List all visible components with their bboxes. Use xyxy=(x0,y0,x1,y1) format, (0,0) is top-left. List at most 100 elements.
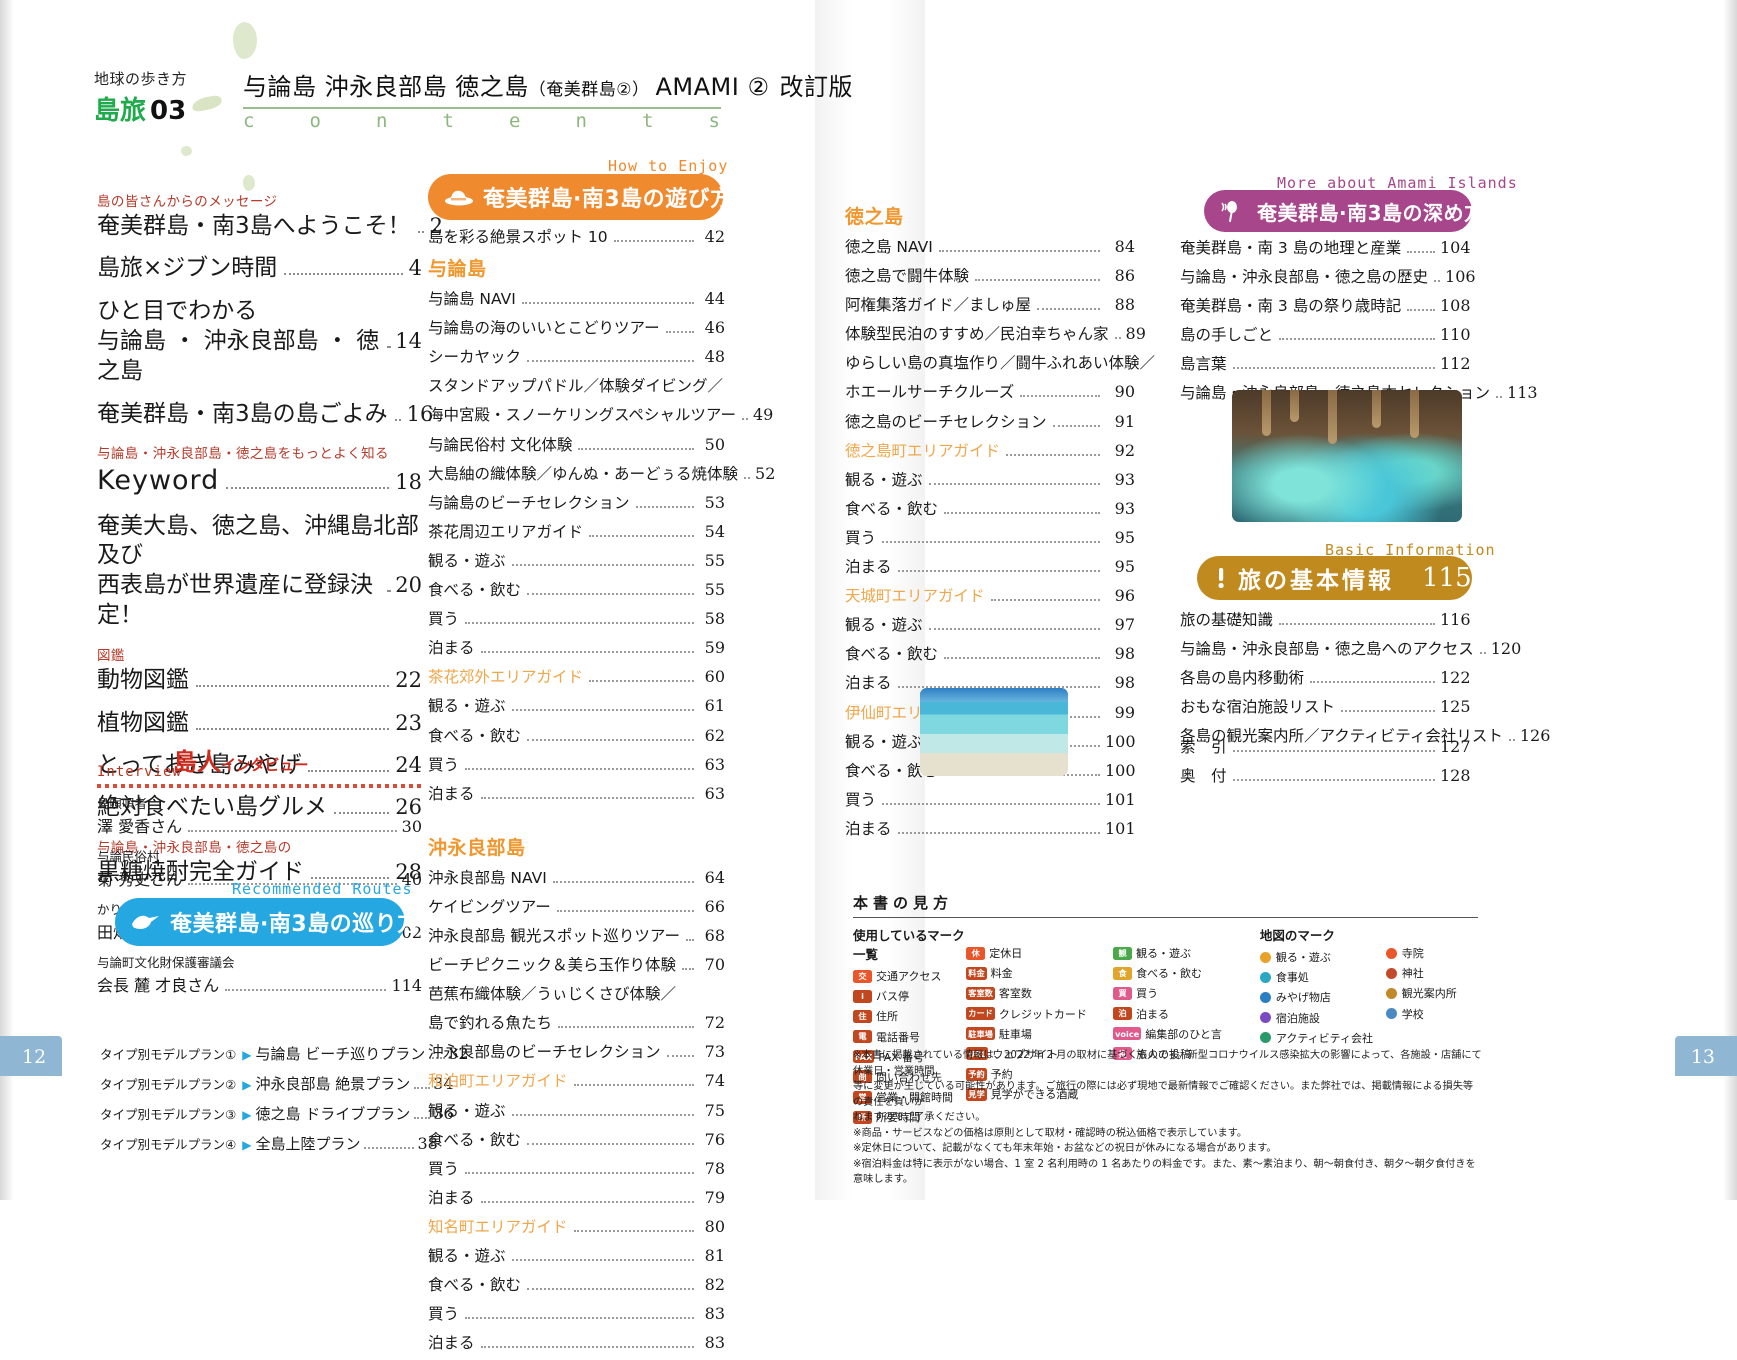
toc-entry[interactable]: 食べる・飲む 55 xyxy=(428,578,725,600)
toc-entry[interactable]: 奄美群島・南3島へようこそ！ 2 xyxy=(97,212,443,241)
toc-entry[interactable]: 茶花郊外エリアガイド 60 xyxy=(428,665,725,687)
toc-entry: 芭蕉布織体験／うぃじくさび体験／ xyxy=(428,982,725,1004)
toc-entry[interactable]: 体験型民泊のすすめ／民泊幸ちゃん家 89 xyxy=(845,322,1146,344)
toc-entry[interactable]: 観る・遊ぶ 97 xyxy=(845,613,1135,635)
toc-entry[interactable]: Keyword 18 xyxy=(97,464,422,499)
toc-entry[interactable]: 買う 101 xyxy=(845,788,1136,810)
toc-entry[interactable]: 与論島・沖永良部島・徳之島の歴史 106 xyxy=(1180,265,1476,287)
toc-entry[interactable]: 奄美群島・南 3 島の祭り歳時記 108 xyxy=(1180,294,1471,316)
toc-entry[interactable]: 食べる・飲む 98 xyxy=(845,642,1135,664)
toc-entry[interactable]: とっておき島みやげ 24 xyxy=(97,751,422,780)
toc-entry[interactable]: 食べる・飲む 82 xyxy=(428,1273,725,1295)
toc-entry[interactable]: 観る・遊ぶ 75 xyxy=(428,1099,725,1121)
toc-entry[interactable]: 島の手しごと 110 xyxy=(1180,323,1471,345)
toc-entry[interactable]: 各島の観光案内所／アクティビティ会社リスト 126 xyxy=(1180,724,1550,746)
toc-entry[interactable]: 沖永良部島 観光スポット巡りツアー 68 xyxy=(428,924,725,946)
toc-entry[interactable]: 沖永良部島 NAVI 64 xyxy=(428,866,725,888)
plan-item[interactable]: タイプ別モデルプラン④ ▶ 全島上陸プラン 38 xyxy=(100,1133,438,1154)
toc-entry[interactable]: 観る・遊ぶ 55 xyxy=(428,549,725,571)
toc-entry[interactable]: 奄美大島、徳之島、沖縄島北部及び 西表島が世界遺産に登録決定！ 20 xyxy=(97,512,422,632)
toc-entry[interactable]: 与論島・沖永良部島・徳之島へのアクセス 120 xyxy=(1180,637,1521,659)
toc-entry[interactable]: 天城町エリアガイド 96 xyxy=(845,584,1135,606)
toc-entry[interactable]: 買う 95 xyxy=(845,526,1135,548)
toc-entry[interactable]: 与論島 NAVI 44 xyxy=(428,287,725,309)
toc-entry[interactable]: 与論島のビーチセレクション 53 xyxy=(428,491,725,513)
toc-label: 植物図鑑 xyxy=(97,709,189,736)
toc-entry[interactable]: 和泊町エリアガイド 74 xyxy=(428,1069,725,1091)
toc-entry[interactable]: 与論民俗村 文化体験 50 xyxy=(428,433,725,455)
toc-entry[interactable]: 買う 58 xyxy=(428,607,725,629)
toc-entry[interactable]: 食べる・飲む 62 xyxy=(428,724,725,746)
toc-entry[interactable]: 阿権集落ガイド／ましゅ屋 88 xyxy=(845,293,1135,315)
interview-logo-kanji: 島 xyxy=(173,748,197,776)
banner-sub-routes: Recommended Routes xyxy=(232,880,413,898)
toc-entry[interactable]: 買う 78 xyxy=(428,1157,725,1179)
toc-entry[interactable]: 黒糖焼酎完全ガイド 28 xyxy=(97,858,422,887)
toc-entry[interactable]: ひと目でわかる 与論島 ・ 沖永良部島 ・ 徳之島 14 xyxy=(97,297,422,387)
toc-entry[interactable]: 沖永良部島のビーチセレクション 73 xyxy=(428,1040,725,1062)
toc-page: 112 xyxy=(1440,354,1471,374)
toc-entry[interactable]: 徳之島 NAVI 84 xyxy=(845,235,1135,257)
toc-entry[interactable]: 奄美群島・南3島の島ごよみ 16 xyxy=(97,400,433,429)
toc-entry[interactable]: 奄美群島・南 3 島の地理と産業 104 xyxy=(1180,236,1471,258)
toc-label: 阿権集落ガイド／ましゅ屋 xyxy=(845,296,1032,315)
banner-recommended-routes[interactable]: 奄美群島·南3島の巡り方 31 xyxy=(115,898,467,946)
plan-item[interactable]: タイプ別モデルプラン① ▶ 与論島 ビーチ巡りプラン 32 xyxy=(100,1043,469,1064)
plan-item[interactable]: タイプ別モデルプラン② ▶ 沖永良部島 絶景プラン 34 xyxy=(100,1073,454,1094)
toc-entry[interactable]: 買う 63 xyxy=(428,753,725,775)
toc-entry[interactable]: ビーチピクニック＆美ら玉作り体験 70 xyxy=(428,953,725,975)
toc-entry[interactable]: 島言葉 112 xyxy=(1180,352,1471,374)
toc-entry[interactable]: 徳之島で闘牛体験 86 xyxy=(845,264,1135,286)
footnote-line: ※定休日について、記載がなくても年末年始・お盆などの祝日が休みになる場合がありま… xyxy=(853,1143,1277,1154)
toc-entry[interactable]: シーカヤック 48 xyxy=(428,345,725,367)
legend-label: 電話番号 xyxy=(876,1030,920,1044)
toc-entry[interactable]: 泊まる 79 xyxy=(428,1186,725,1208)
toc-entry[interactable]: 与論島の海のいいとこどりツアー 46 xyxy=(428,316,725,338)
toc-entry[interactable]: 観る・遊ぶ 81 xyxy=(428,1244,725,1266)
toc-entry[interactable]: 食べる・飲む 76 xyxy=(428,1128,725,1150)
banner-how-to-enjoy[interactable]: 奄美群島·南3島の遊び方 41 xyxy=(428,174,780,220)
toc-entry[interactable]: 絶対食べたい島グルメ 26 xyxy=(97,793,422,822)
toc-page: 36 xyxy=(433,1104,454,1123)
toc-entry[interactable]: 徳之島のビーチセレクション 91 xyxy=(845,410,1135,432)
toc-entry[interactable]: 買う 83 xyxy=(428,1302,725,1324)
toc-entry[interactable]: 泊まる 83 xyxy=(428,1331,725,1353)
toc-entry[interactable]: 泊まる 101 xyxy=(845,817,1136,839)
interview-item[interactable]: 与論町文化財保護審議会 会長 麓 才良さん 114 xyxy=(97,952,422,996)
toc-entry[interactable]: 知名町エリアガイド 80 xyxy=(428,1215,725,1237)
toc-page: 55 xyxy=(704,550,725,570)
toc-entry[interactable]: おもな宿泊施設リスト 125 xyxy=(1180,695,1471,717)
toc-entry[interactable]: 大島紬の織体験／ゆんぬ・あーどぅる焼体験 52 xyxy=(428,462,775,484)
toc-label: 芭蕉布織体験／うぃじくさび体験／ xyxy=(428,985,677,1004)
toc-entry[interactable]: 泊まる 59 xyxy=(428,636,725,658)
banner-basic-information[interactable]: 旅の基本情報 115 xyxy=(1197,556,1472,600)
legend-head-map: 地図のマーク xyxy=(1259,928,1335,943)
toc-entry[interactable]: 各島の島内移動術 122 xyxy=(1180,666,1471,688)
toc-entry[interactable]: ホエールサーチクルーズ 90 xyxy=(845,380,1135,402)
toc-entry[interactable]: 泊まる 98 xyxy=(845,671,1135,693)
toc-entry[interactable]: 食べる・飲む 93 xyxy=(845,497,1135,519)
interview-item[interactable]: 島唄唄者 澤 愛香さん 30 xyxy=(97,793,422,837)
toc-entry[interactable]: 奥 付 128 xyxy=(1180,764,1471,786)
footnotes: ※本書に掲載されている情報は、2022 年 2 月の取材に基づくものです。新型コ… xyxy=(853,1048,1483,1188)
toc-entry[interactable]: 植物図鑑 23 xyxy=(97,709,422,738)
toc-label: 観る・遊ぶ xyxy=(428,1101,506,1120)
banner-more-about[interactable]: 奄美群島·南3島の深め方 103 xyxy=(1204,190,1538,232)
toc-entry[interactable]: 島で釣れる魚たち 72 xyxy=(428,1011,725,1033)
toc-entry[interactable]: 島旅×ジブン時間 4 xyxy=(97,254,422,283)
interview-item[interactable]: 与論民俗村 菊 秀史さん 40 xyxy=(97,846,422,890)
plan-item[interactable]: タイプ別モデルプラン③ ▶ 徳之島 ドライブプラン 36 xyxy=(100,1103,454,1124)
toc-entry[interactable]: 索 引 127 xyxy=(1180,735,1471,757)
toc-entry[interactable]: ケイビングツアー 66 xyxy=(428,895,725,917)
toc-entry[interactable]: 徳之島町エリアガイド 92 xyxy=(845,439,1135,461)
toc-entry[interactable]: 観る・遊ぶ 61 xyxy=(428,694,725,716)
toc-entry[interactable]: 旅の基礎知識 116 xyxy=(1180,608,1471,630)
legend-label: ウェブサイト xyxy=(992,1047,1059,1061)
toc-entry[interactable]: 泊まる 95 xyxy=(845,555,1135,577)
toc-entry[interactable]: 泊まる 63 xyxy=(428,782,725,804)
toc-entry[interactable]: 島を彩る絶景スポット 10 42 xyxy=(428,225,725,247)
toc-entry[interactable]: 海中宮殿・スノーケリングスペシャルツアー 49 xyxy=(428,403,773,425)
toc-entry[interactable]: 茶花周辺エリアガイド 54 xyxy=(428,520,725,542)
toc-entry[interactable]: 観る・遊ぶ 93 xyxy=(845,468,1135,490)
toc-entry[interactable]: 動物図鑑 22 xyxy=(97,666,422,695)
